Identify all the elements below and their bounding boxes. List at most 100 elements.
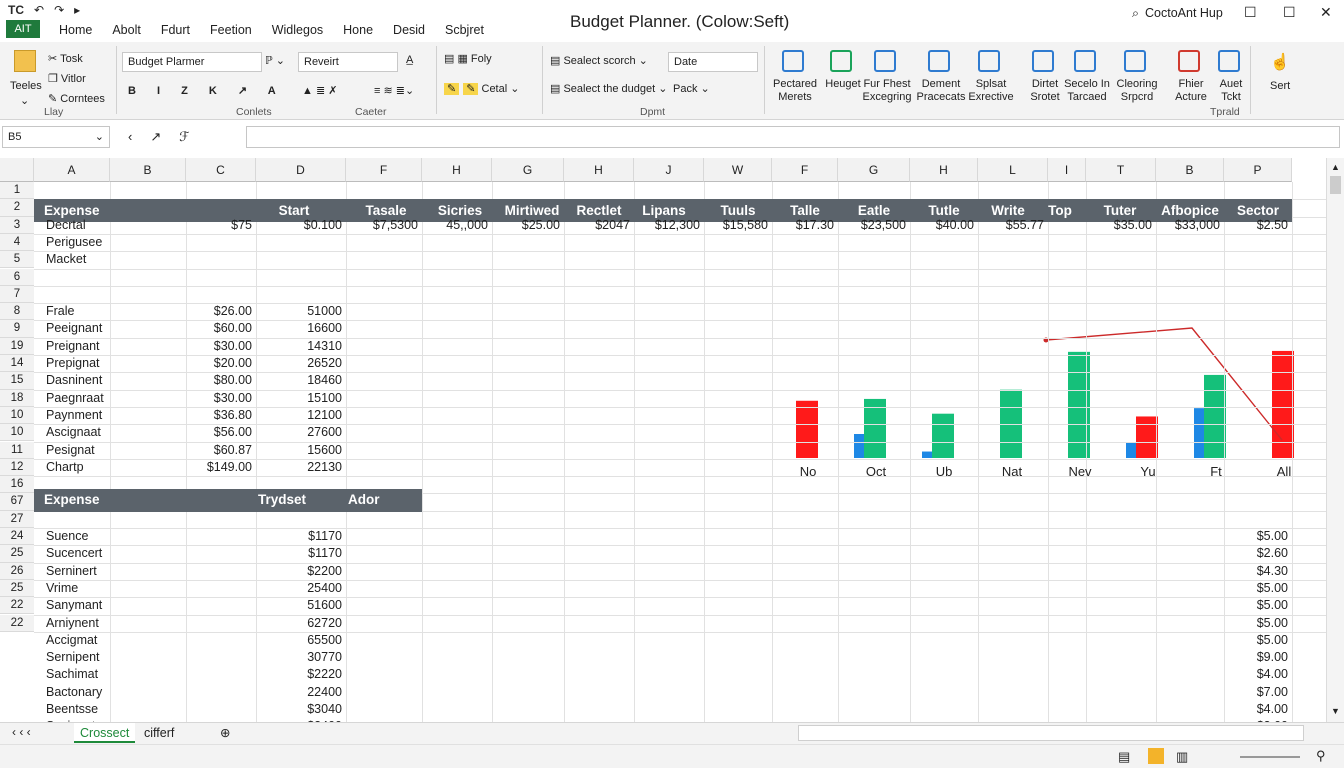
ribbon-tab[interactable]: Home xyxy=(59,23,93,37)
select-all-corner[interactable] xyxy=(0,158,34,182)
sert-label[interactable]: Sert xyxy=(1270,80,1291,92)
column-header[interactable]: H xyxy=(910,158,978,182)
paste-dropdown-icon[interactable]: ⌄ xyxy=(20,95,30,107)
insert-caption[interactable]: Heuget xyxy=(818,78,868,91)
insert-caption[interactable]: Auet Tckt xyxy=(1206,78,1256,104)
page-break-icon[interactable]: ▥ xyxy=(1176,749,1189,764)
column-header[interactable]: A xyxy=(34,158,110,182)
insert-caption[interactable]: Secelo In Tarcaed xyxy=(1062,78,1112,104)
insert-chart-icon[interactable] xyxy=(1032,50,1054,72)
row-header[interactable]: 5 xyxy=(0,251,34,269)
row-header[interactable]: 7 xyxy=(0,285,34,304)
cancel-icon[interactable]: ‹ xyxy=(128,129,133,144)
row-header[interactable]: 25 xyxy=(0,579,34,598)
ribbon-tab[interactable]: Abolt xyxy=(112,23,141,37)
chart-bar[interactable] xyxy=(1136,416,1158,458)
column-header[interactable]: W xyxy=(704,158,772,182)
column-header[interactable]: L xyxy=(978,158,1048,182)
select-search-button[interactable]: ▤ Sealect scorch ⌄ xyxy=(550,55,648,67)
insert-caption[interactable]: Cleoring Srpcrd xyxy=(1112,78,1162,104)
pack-button[interactable]: Pack ⌄ xyxy=(673,83,710,95)
row-header[interactable]: 22 xyxy=(0,614,34,632)
insert-chart-icon[interactable] xyxy=(1178,50,1200,72)
row-header[interactable]: 11 xyxy=(0,441,34,459)
column-header[interactable]: P xyxy=(1224,158,1292,182)
column-header[interactable]: H xyxy=(564,158,634,182)
tell-me-search[interactable]: ⌕ CoctoAnt Hup xyxy=(1132,6,1223,21)
row-header[interactable]: 6 xyxy=(0,268,34,286)
row-header[interactable]: 16 xyxy=(0,476,34,494)
insert-chart-icon[interactable] xyxy=(1074,50,1096,72)
scroll-down-icon[interactable]: ▼ xyxy=(1331,706,1340,716)
row-header[interactable]: 26 xyxy=(0,562,34,580)
chart-bar[interactable] xyxy=(932,413,954,458)
row-header[interactable]: 15 xyxy=(0,372,34,390)
sert-icon[interactable]: ☝ xyxy=(1270,54,1290,71)
column-header[interactable]: I xyxy=(1048,158,1086,182)
scroll-up-icon[interactable]: ▲ xyxy=(1331,162,1340,172)
insert-chart-icon[interactable] xyxy=(978,50,1000,72)
column-header[interactable]: G xyxy=(492,158,564,182)
teeles-label[interactable]: Teeles xyxy=(10,80,42,92)
undo-icon[interactable]: ↶ xyxy=(34,3,45,17)
row-header[interactable]: 2 xyxy=(0,199,34,217)
column-header[interactable]: C xyxy=(186,158,256,182)
insert-chart-icon[interactable] xyxy=(928,50,950,72)
align-icons[interactable]: ≡ ≋ ≣⌄ xyxy=(374,85,415,97)
add-sheet-button[interactable]: ⊕ xyxy=(220,726,231,740)
prev-sheet-icon[interactable]: ‹ ‹ ‹ xyxy=(12,725,31,739)
ribbon-tab[interactable]: Desid xyxy=(393,23,426,37)
normal-view-icon[interactable]: ▤ xyxy=(1118,749,1131,764)
insert-caption[interactable]: Dement Pracecats xyxy=(916,78,966,104)
chart-bar[interactable] xyxy=(796,400,818,458)
formula-input[interactable] xyxy=(246,126,1340,148)
scroll-thumb[interactable] xyxy=(1330,176,1341,194)
fill-color-icon[interactable]: ▲ ≣ ✗ xyxy=(302,85,338,97)
ribbon-tab[interactable]: Fdurt xyxy=(160,23,191,37)
redo-icon[interactable]: ↷ xyxy=(54,3,65,17)
bar-chart[interactable] xyxy=(0,158,1326,724)
tosk-button[interactable]: ✂ Tosk xyxy=(48,52,83,65)
row-header[interactable]: 4 xyxy=(0,233,34,252)
font-size-select[interactable]: ℙ ⌄ xyxy=(265,55,285,67)
column-header[interactable]: G xyxy=(838,158,910,182)
chart-bar[interactable] xyxy=(1204,374,1226,458)
row-header[interactable]: 10 xyxy=(0,424,34,442)
maximize-button[interactable]: ☐ xyxy=(1283,4,1296,20)
font-style-select[interactable]: Reveirt xyxy=(298,52,398,72)
insert-chart-icon[interactable] xyxy=(1124,50,1146,72)
row-header[interactable]: 24 xyxy=(0,528,34,546)
column-header[interactable]: F xyxy=(772,158,838,182)
zoom-slider[interactable] xyxy=(1240,756,1300,758)
ribbon-tab[interactable]: Scbjret xyxy=(445,23,484,37)
enter-icon[interactable]: ↗ xyxy=(150,129,162,144)
row-header[interactable]: 19 xyxy=(0,337,34,355)
horizontal-scrollbar[interactable] xyxy=(798,725,1304,741)
insert-chart-icon[interactable] xyxy=(782,50,804,72)
column-header[interactable]: H xyxy=(422,158,492,182)
chart-bar[interactable] xyxy=(1068,351,1090,458)
column-header[interactable]: B xyxy=(1156,158,1224,182)
page-layout-icon[interactable] xyxy=(1148,748,1164,764)
ribbon-tab[interactable]: Hone xyxy=(343,23,374,37)
row-header[interactable]: 12 xyxy=(0,458,34,477)
insert-chart-icon[interactable] xyxy=(1218,50,1240,72)
paste-icon[interactable] xyxy=(14,50,36,72)
row-header[interactable]: 8 xyxy=(0,303,34,321)
format-buttons[interactable]: B I Z K ↗ A xyxy=(128,85,285,97)
row-header[interactable]: 25 xyxy=(0,545,34,563)
insert-chart-icon[interactable] xyxy=(874,50,896,72)
column-header[interactable]: B xyxy=(110,158,186,182)
column-header[interactable]: J xyxy=(634,158,704,182)
corntees-button[interactable]: ✎ Corntees xyxy=(48,92,105,105)
row-header[interactable]: 9 xyxy=(0,320,34,338)
insert-caption[interactable]: Pectared Merets xyxy=(770,78,820,104)
row-header[interactable]: 67 xyxy=(0,493,34,511)
column-header[interactable]: F xyxy=(346,158,422,182)
font-name-select[interactable]: Budget Plarmer xyxy=(122,52,262,72)
worksheet-grid[interactable]: A B C D F H G H J W F G H L I T B P 1 2 3 4 5 6 7 8 9 19 14 15 18 10 10 1… xyxy=(0,158,1326,724)
vitlor-button[interactable]: ❐ Vitlor xyxy=(48,72,86,85)
row-header[interactable]: 22 xyxy=(0,597,34,615)
insert-caption[interactable]: Splsat Exrective xyxy=(966,78,1016,104)
row-header[interactable]: 18 xyxy=(0,389,34,407)
